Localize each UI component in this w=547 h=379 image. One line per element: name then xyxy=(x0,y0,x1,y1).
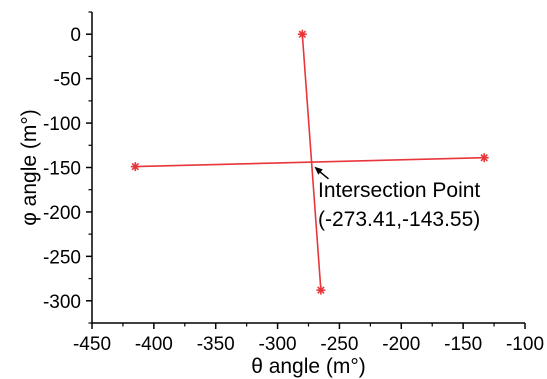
x-tick-label: -450 xyxy=(73,334,111,355)
y-ticks: 0 -50 -100 -150 -200 -250 -300 xyxy=(43,11,92,324)
x-axis-title: θ angle (m°) xyxy=(251,355,366,378)
x-tick-label: -400 xyxy=(135,334,173,355)
annotation-line-1: Intersection Point xyxy=(318,179,480,202)
data-point-marker xyxy=(297,29,307,39)
annotation-line-2: (-273.41,-143.55) xyxy=(318,208,480,231)
x-tick-label: -350 xyxy=(197,334,235,355)
y-tick-label: -150 xyxy=(43,159,81,180)
x-tick-label: -200 xyxy=(382,334,420,355)
y-tick-label: 0 xyxy=(70,25,81,46)
series-line-2 xyxy=(135,156,485,168)
y-axis-title: φ angle (m°) xyxy=(18,109,41,226)
x-tick-label: -250 xyxy=(320,334,358,355)
y-tick-label: -100 xyxy=(43,114,81,135)
data-point-marker xyxy=(479,153,489,163)
y-tick-label: -50 xyxy=(54,70,81,91)
y-tick-label: -200 xyxy=(43,203,81,224)
axes xyxy=(91,12,525,324)
y-tick-label: -300 xyxy=(43,292,81,313)
y-tick-label: -250 xyxy=(43,247,81,268)
annotation: Intersection Point (-273.41,-143.55) xyxy=(314,166,480,231)
x-tick-label: -300 xyxy=(259,334,297,355)
x-tick-label: -150 xyxy=(444,334,482,355)
annotation-arrowhead xyxy=(314,166,323,175)
data-point-marker xyxy=(316,285,326,295)
data-series xyxy=(130,29,489,295)
data-point-marker xyxy=(130,162,140,172)
x-tick-label: -100 xyxy=(506,334,544,355)
x-ticks: -450 -400 -350 -300 -250 -200 -150 -100 xyxy=(73,323,544,355)
